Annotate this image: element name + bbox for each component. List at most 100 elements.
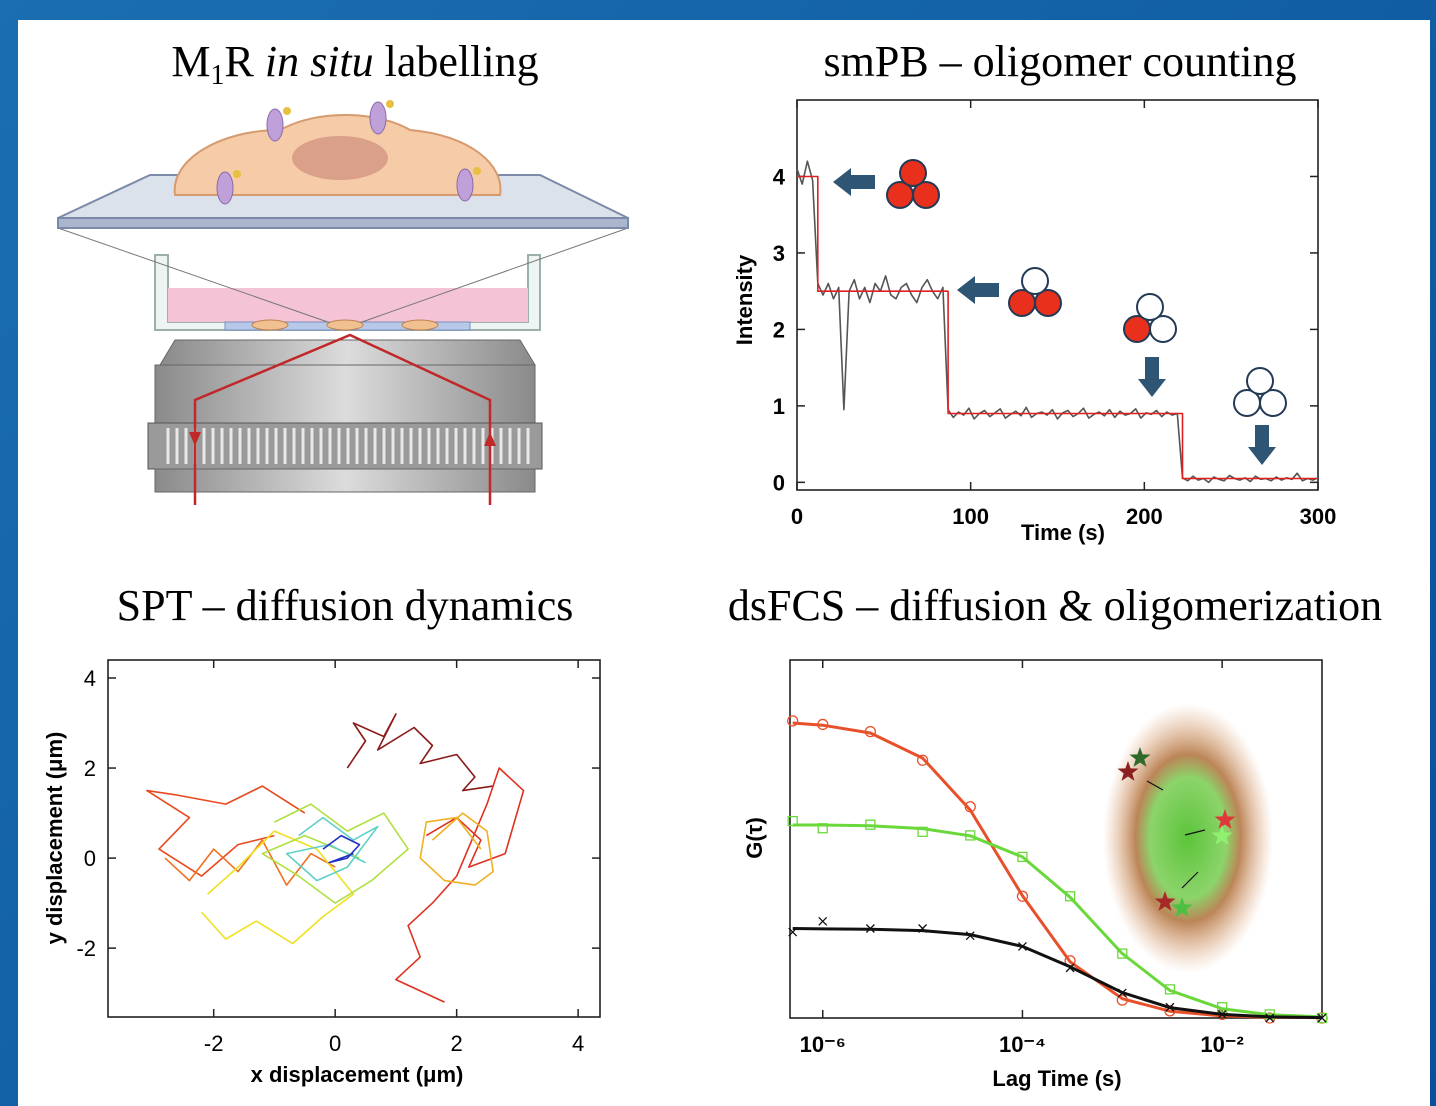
data-marker (1016, 890, 1029, 902)
fluorophore-icon (1214, 809, 1236, 829)
x-axis-label: Lag Time (s) (992, 1066, 1121, 1091)
trace-line (261, 803, 409, 904)
chart-title: smPB – oligomer counting (824, 37, 1297, 86)
trace-line (146, 785, 306, 877)
fluorophore-icon (1129, 747, 1151, 767)
x-tick-label: 4 (572, 1031, 584, 1056)
title-part: R (225, 37, 265, 86)
coverslip-edge (57, 217, 629, 229)
x-tick-label: 10⁻⁴ (999, 1032, 1046, 1057)
label-dye (233, 170, 241, 178)
x-tick-label: 100 (952, 504, 989, 529)
small-cell (401, 319, 439, 331)
motion-arrow (1181, 871, 1199, 889)
subunit-icon (1136, 293, 1164, 321)
receptor (456, 168, 474, 202)
title-part: labelling (374, 37, 539, 86)
data-marker (818, 916, 828, 926)
light-arrow (189, 432, 201, 446)
fluorophore-icon (1211, 825, 1233, 845)
illustration-title: M1R in situ labelling (171, 37, 538, 91)
x-tick-label: 10⁻⁶ (800, 1032, 846, 1057)
medium (168, 288, 528, 322)
x-tick-label: -2 (204, 1031, 224, 1056)
subunit-icon (1021, 267, 1049, 295)
receptor (266, 108, 284, 142)
fit-line (792, 823, 1323, 1019)
y-axis-label: Intensity (732, 254, 757, 345)
light-arrow (484, 432, 496, 446)
data-marker (1017, 851, 1028, 863)
x-tick-label: 200 (1126, 504, 1163, 529)
label-dye (386, 100, 394, 108)
objective-base (154, 468, 536, 493)
trace-line (200, 830, 355, 945)
chart-title: dsFCS – diffusion & oligomerization (728, 581, 1382, 630)
motion-arrow (1146, 780, 1164, 791)
nucleus (292, 136, 388, 180)
step-arrow (1138, 357, 1166, 397)
receptor (369, 101, 387, 135)
small-cell (251, 319, 289, 331)
fluorophore-icon (1154, 891, 1176, 911)
fluorophore-icon (1117, 761, 1139, 781)
subunit-icon (1246, 367, 1274, 395)
subunit-icon (912, 181, 940, 209)
y-tick-label: 0 (773, 470, 785, 495)
step-arrow (833, 168, 875, 196)
x-tick-label: 2 (451, 1031, 463, 1056)
title-italic: in situ (265, 37, 374, 86)
subunit-icon (899, 159, 927, 187)
data-marker (916, 754, 929, 766)
trace-line (797, 175, 1318, 480)
x-tick-label: 0 (791, 504, 803, 529)
y-tick-label: -2 (76, 936, 96, 961)
y-tick-label: 0 (84, 846, 96, 871)
y-tick-label: 3 (773, 241, 785, 266)
trace-line (395, 767, 525, 1003)
title-part: M (171, 37, 210, 86)
y-axis-label: G(τ) (742, 817, 767, 859)
x-tick-label: 10⁻² (1200, 1032, 1243, 1057)
chart-title: SPT – diffusion dynamics (117, 581, 574, 630)
label-dye (283, 107, 291, 115)
trace-line (796, 160, 1319, 484)
title-subscript: 1 (211, 60, 225, 91)
y-axis-label: y displacement (μm) (42, 732, 67, 945)
fit-line (792, 927, 1323, 1020)
trace-line (419, 812, 494, 886)
fluorophore-icon (1171, 897, 1193, 917)
zoom-line (57, 227, 346, 329)
receptor (216, 171, 234, 205)
objective-top (159, 339, 536, 366)
subunit-icon (1259, 389, 1287, 417)
data-marker (787, 815, 798, 827)
x-tick-label: 300 (1300, 504, 1337, 529)
motion-arrow (1184, 829, 1206, 836)
y-tick-label: 4 (773, 164, 786, 189)
trace-line (322, 834, 361, 864)
subunit-icon (1149, 315, 1177, 343)
data-marker (1164, 984, 1176, 995)
small-cell (326, 319, 364, 331)
y-tick-label: 2 (773, 317, 785, 342)
x-tick-label: 0 (329, 1031, 341, 1056)
trace-line (285, 816, 379, 882)
plot-frame (789, 659, 1323, 1019)
data-marker (1317, 1013, 1327, 1023)
x-axis-label: Time (s) (1021, 520, 1105, 545)
zoom-line (344, 227, 629, 329)
x-axis-label: x displacement (μm) (251, 1062, 464, 1087)
trace-line (346, 713, 494, 792)
step-arrow (957, 276, 999, 304)
subunit-icon (1034, 289, 1062, 317)
objective-body (154, 364, 536, 424)
step-arrow (1248, 425, 1276, 465)
y-tick-label: 4 (84, 666, 96, 691)
plot-frame (796, 99, 1319, 491)
detection-volume (1103, 703, 1273, 973)
y-tick-label: 2 (84, 756, 96, 781)
plot-frame (107, 659, 601, 1018)
